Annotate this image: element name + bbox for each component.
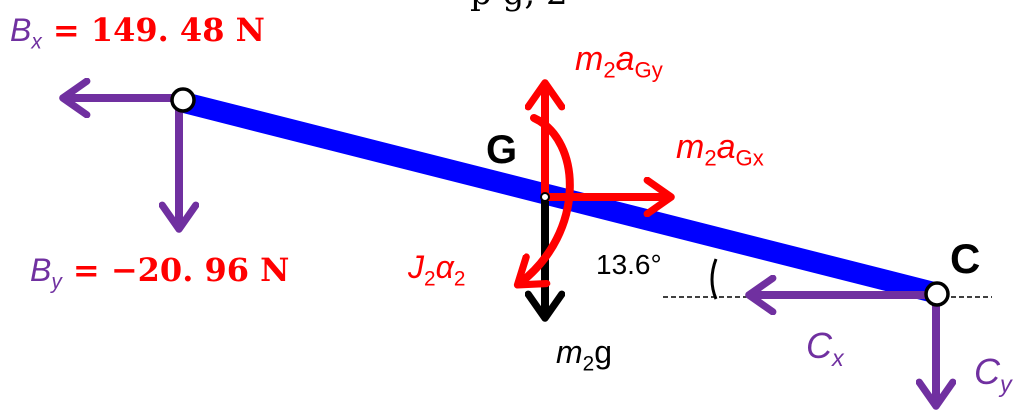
angle-arc xyxy=(710,258,718,300)
j2alpha2-label: J2α2 xyxy=(408,249,466,291)
angle-label: 13.6° xyxy=(596,249,662,280)
cx-label: Cx xyxy=(806,325,844,372)
c-label: C xyxy=(950,235,981,282)
m2g-label: m2g xyxy=(556,334,613,376)
m2agx-label: m2aGx xyxy=(676,128,764,171)
top-text-fragment: p g, 2 xyxy=(470,0,568,10)
bx-label: Bx = 149. 48 N xyxy=(10,11,265,54)
pin-c xyxy=(924,281,950,307)
by-label: By = −20. 96 N xyxy=(30,251,290,294)
pin-b xyxy=(170,87,196,113)
j2alpha2-arrow xyxy=(520,114,574,283)
cy-label: Cy xyxy=(974,351,1012,398)
m2agy-label: m2aGy xyxy=(575,40,663,83)
g-label: G xyxy=(486,128,518,172)
center-of-mass-g xyxy=(540,192,550,202)
